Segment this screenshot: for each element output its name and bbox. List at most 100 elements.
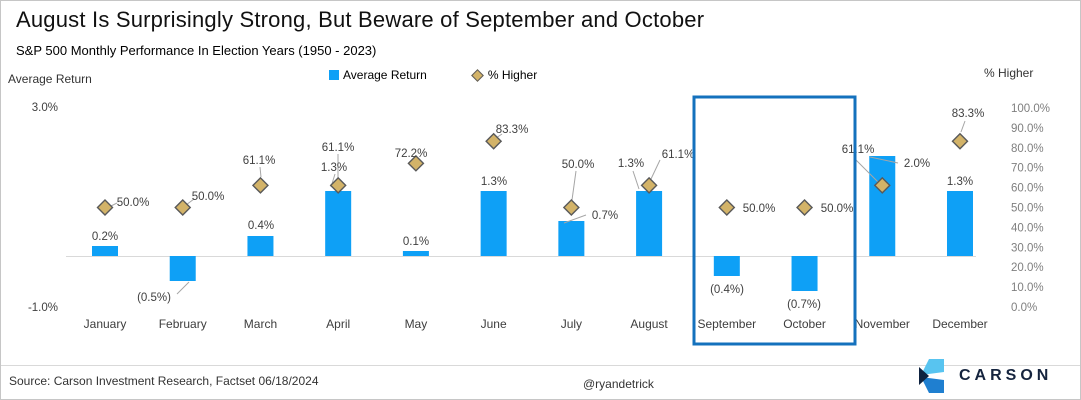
footer-divider [1,365,1080,366]
right-axis-tick-0: 100.0% [1011,103,1050,115]
right-axis-tick-9: 10.0% [1011,282,1044,294]
bar-label-leader-february [176,281,190,295]
diamond-label-october: 50.0% [821,203,854,215]
bar-label-july: 0.7% [592,210,618,222]
diamond-label-leader-december [960,120,966,133]
diamond-label-leader-november [853,157,879,183]
bar-may [402,251,429,256]
right-axis-tick-5: 50.0% [1011,203,1044,215]
bar-label-march: 0.4% [248,220,274,232]
bar-label-november: 2.0% [904,158,930,170]
bar-label-april: 1.3% [321,162,347,174]
diamond-january [96,199,114,216]
month-label-october: October [783,317,826,331]
bar-february [169,256,196,281]
diamond-february [174,199,192,216]
bar-label-may: 0.1% [403,236,429,248]
left-axis-tick-1: -1.0% [28,302,58,314]
diamond-label-leader-july [571,170,577,201]
month-label-june: June [481,317,507,331]
carson-logo: CARSON [919,359,1052,393]
month-label-august: August [630,317,668,331]
right-axis-tick-6: 40.0% [1011,222,1044,234]
right-axis-tick-2: 80.0% [1011,143,1044,155]
bar-december [946,191,973,256]
bar-label-september: (0.4%) [710,284,744,296]
legend-item-pct-higher: % Higher [470,68,538,82]
diamond-may [407,154,425,172]
month-label-february: February [159,317,207,331]
bar-august [636,191,663,256]
right-axis-tick-3: 70.0% [1011,163,1044,175]
diamond-label-leader-march [259,166,262,178]
bar-october [791,256,818,291]
right-axis-tick-8: 20.0% [1011,262,1044,274]
bar-label-october: (0.7%) [787,299,821,311]
month-label-may: May [405,317,428,331]
twitter-handle: @ryandetrick [583,377,654,391]
bar-january [92,246,118,256]
bar-label-leader-august [632,170,640,190]
bar-march [247,236,274,256]
diamond-july [562,199,580,216]
diamond-label-august: 61.1% [662,149,695,161]
bar-label-leader-july [563,214,587,224]
month-label-november: November [855,317,910,331]
bar-july [558,221,585,256]
month-label-january: January [84,317,127,331]
diamond-label-november: 61.1% [842,144,875,156]
right-axis-tick-1: 90.0% [1011,123,1044,135]
highlight-box-september-october [692,95,857,346]
diamond-label-february: 50.0% [192,191,225,203]
diamond-label-may: 72.2% [395,148,428,160]
diamond-december [951,132,969,150]
right-axis-title: % Higher [984,66,1034,80]
bar-november [869,156,896,256]
bar-label-december: 1.3% [947,176,973,188]
legend-label-average-return: Average Return [343,68,427,82]
diamond-march [251,176,269,194]
source-text: Source: Carson Investment Research, Fact… [9,374,319,388]
diamond-november [873,176,891,194]
right-axis-tick-10: 0.0% [1011,302,1037,314]
legend: Average Return % Higher [329,68,537,82]
month-label-september: September [697,317,756,331]
bar-label-june: 1.3% [481,176,507,188]
carson-logo-text: CARSON [959,367,1053,384]
month-label-december: December [932,317,987,331]
diamond-october [796,199,814,216]
right-axis-tick-7: 30.0% [1011,242,1044,254]
diamond-june [485,132,503,150]
diamond-label-june: 83.3% [496,124,529,136]
diamond-label-april: 61.1% [322,142,355,154]
diamond-label-july: 50.0% [562,159,595,171]
month-label-april: April [326,317,350,331]
diamond-label-leader-august [650,159,661,180]
chart-title: August Is Surprisingly Strong, But Bewar… [16,7,705,32]
bar-label-leader-november [869,156,899,164]
left-axis-title: Average Return [8,72,92,86]
diamond-label-september: 50.0% [743,203,776,215]
diamond-label-january: 50.0% [117,197,150,209]
right-axis-tick-4: 60.0% [1011,183,1044,195]
diamond-label-december: 83.3% [952,108,985,120]
diamond-september [718,199,736,216]
diamond-label-march: 61.1% [243,155,276,167]
bar-september [713,256,740,276]
bar-label-january: 0.2% [92,231,118,243]
diamond-august [640,176,658,194]
chart-subtitle: S&P 500 Monthly Performance In Election … [16,43,377,58]
month-label-july: July [561,317,582,331]
left-axis-tick-0: 3.0% [32,102,58,114]
month-label-march: March [244,317,277,331]
legend-item-average-return: Average Return [329,68,427,82]
bar-swatch-icon [329,70,339,80]
legend-label-pct-higher: % Higher [487,68,538,82]
diamond-april [329,176,347,194]
bar-label-february: (0.5%) [137,292,171,304]
bar-label-august: 1.3% [618,158,644,170]
bar-april [325,191,352,256]
carson-logo-icon [919,359,944,393]
